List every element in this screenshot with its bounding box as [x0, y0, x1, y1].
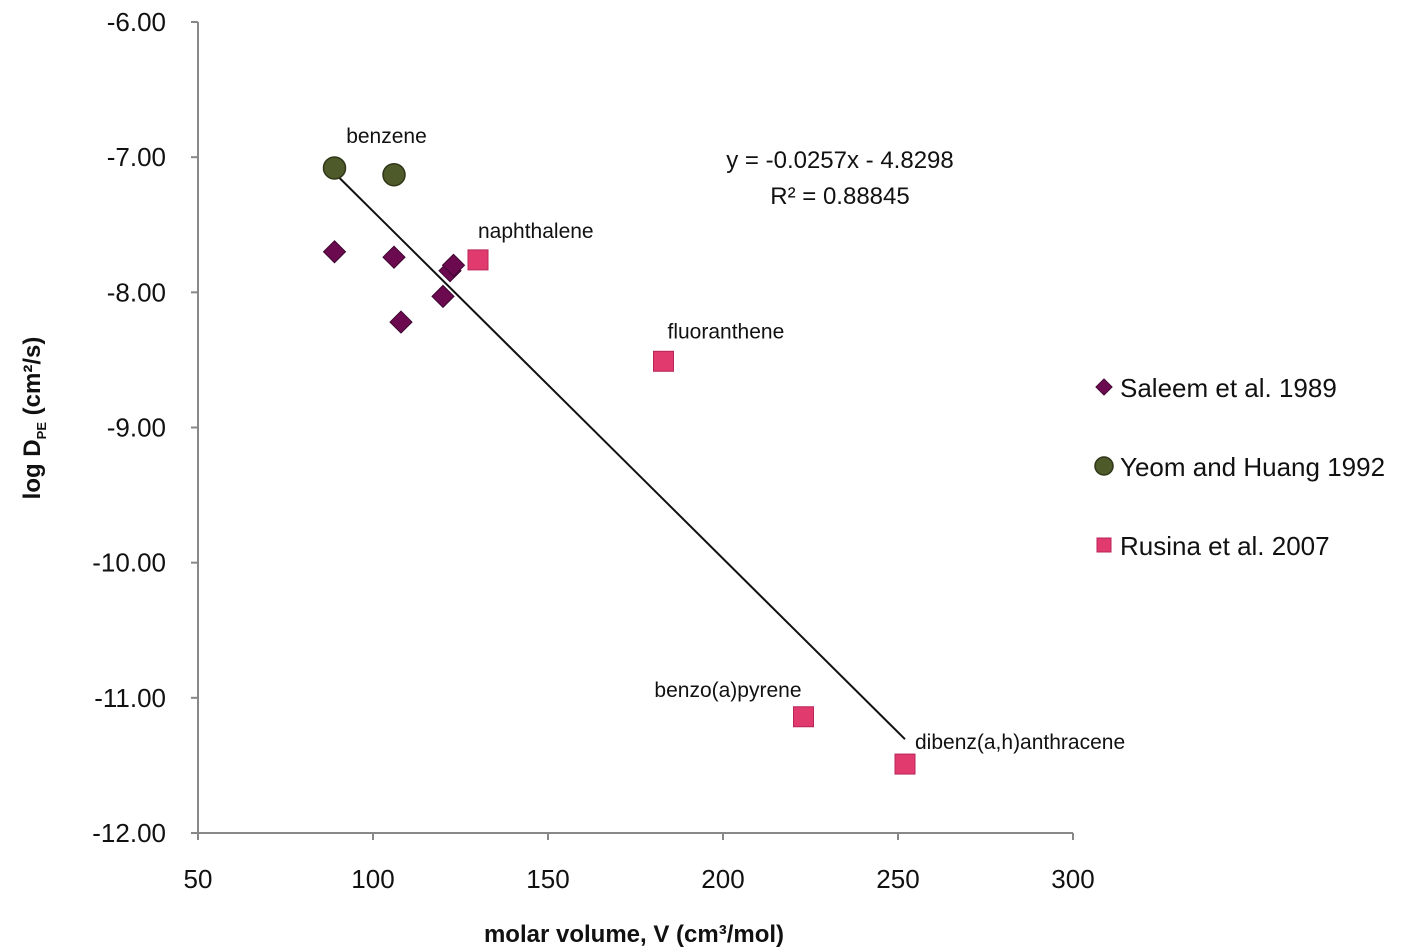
y-tick-label: -8.00	[107, 277, 166, 307]
square-data-point	[467, 249, 489, 271]
y-axis-title: log DPE (cm²/s)	[19, 337, 49, 500]
square-data-point	[653, 350, 674, 372]
y-tick-label: -11.00	[94, 683, 166, 713]
y-axis-title-main: log D	[19, 439, 46, 499]
diamond-data-point	[389, 310, 413, 334]
y-tick-label: -6.00	[107, 7, 166, 37]
x-tick-label: 50	[184, 864, 213, 894]
y-tick-label: -7.00	[107, 142, 166, 172]
point-annotation: naphthalene	[478, 220, 594, 243]
square-data-point	[894, 753, 916, 775]
trendline-r2: R² = 0.88845	[770, 183, 909, 210]
point-annotation: fluoranthene	[668, 320, 785, 343]
x-tick-label: 150	[526, 864, 569, 894]
square-data-point	[793, 706, 814, 728]
y-axis-title-units: (cm²/s)	[19, 337, 46, 422]
x-tick-label: 200	[701, 864, 744, 894]
circle-data-point	[322, 156, 347, 180]
trendline	[333, 172, 906, 740]
y-tick-label: -10.00	[92, 548, 166, 578]
legend-marker-diamond	[1095, 378, 1113, 396]
x-axis-ticks: 50 100 150 200 250 300	[184, 833, 1095, 894]
legend-label: Rusina et al. 2007	[1120, 531, 1330, 561]
plot-area: 50 100 150 200 250 300 -6.00 -7.00 -8.00 -9.00 -1…	[92, 7, 1125, 894]
trendline-equation: y = -0.0257x - 4.8298	[726, 147, 953, 174]
x-tick-label: 300	[1051, 864, 1094, 894]
legend-label: Yeom and Huang 1992	[1120, 452, 1385, 482]
point-annotation: benzene	[346, 125, 427, 148]
point-annotation: dibenz(a,h)anthracene	[915, 731, 1125, 754]
circle-data-point	[382, 162, 406, 187]
legend: Saleem et al. 1989 Yeom and Huang 1992 Rus…	[1094, 373, 1385, 561]
diamond-data-point	[322, 240, 347, 264]
y-axis-ticks: -6.00 -7.00 -8.00 -9.00 -10.00 -11.00 -12.00	[92, 7, 198, 848]
x-tick-label: 250	[876, 864, 919, 894]
diamond-data-point	[431, 284, 455, 309]
legend-label: Saleem et al. 1989	[1120, 373, 1337, 403]
point-annotations: benzene naphthalene fluoranthene benzo(a)py…	[346, 125, 1125, 754]
y-axis-title-subscript: PE	[34, 422, 49, 440]
diamond-data-point	[441, 253, 466, 278]
x-tick-label: 100	[351, 864, 394, 894]
diamond-data-point	[382, 245, 406, 269]
point-annotation: benzo(a)pyrene	[654, 679, 801, 702]
data-markers	[322, 156, 916, 775]
legend-marker-square	[1096, 537, 1112, 553]
x-axis-title: molar volume, V (cm³/mol)	[484, 921, 784, 948]
y-tick-label: -12.00	[92, 818, 166, 848]
y-tick-label: -9.00	[107, 413, 166, 443]
legend-marker-circle	[1094, 456, 1114, 476]
